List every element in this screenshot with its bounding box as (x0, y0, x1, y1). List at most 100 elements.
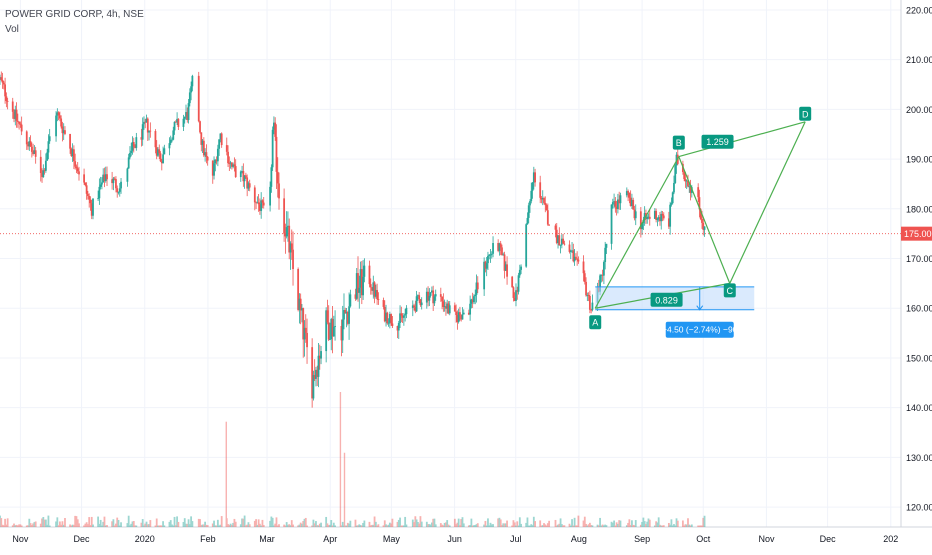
volume-bar (485, 525, 488, 527)
volume-bar (57, 525, 60, 527)
volume-bar (390, 523, 393, 527)
volume-bar (278, 524, 280, 527)
volume-bar (685, 524, 688, 527)
time-axis-label: Dec (820, 534, 837, 544)
candle-body (430, 290, 433, 293)
volume-bar (177, 521, 180, 527)
candle-body (559, 244, 562, 246)
candle-body (302, 308, 305, 340)
candle-body (28, 141, 31, 147)
volume-bar (331, 525, 334, 527)
volume-bar (461, 517, 464, 527)
candle-body (627, 191, 630, 193)
candle-body (74, 161, 77, 167)
candle-body (604, 247, 607, 263)
candle-body (420, 302, 423, 306)
candle-body (554, 225, 557, 230)
volume-bar (475, 524, 478, 527)
candle-body (433, 296, 436, 304)
candle-body (357, 273, 359, 293)
volume-bar (43, 519, 46, 527)
time-axis-label: May (383, 534, 401, 544)
volume-bar (377, 524, 380, 527)
candle-body (699, 209, 702, 220)
candle-body (391, 323, 394, 327)
candle-body (501, 247, 503, 255)
candle-body (414, 307, 417, 312)
candle-body (585, 281, 587, 296)
volume-bar (516, 521, 519, 527)
candle-body (0, 77, 3, 80)
volume-bar (18, 524, 21, 527)
volume-bar (298, 524, 301, 527)
candle-body (176, 118, 178, 122)
volume-bar (653, 525, 656, 527)
volume-bar (5, 524, 8, 527)
volume-bar (143, 525, 145, 527)
candle-body (587, 295, 590, 297)
candle-body (602, 262, 605, 276)
candle-body (346, 312, 349, 324)
volume-bar (517, 525, 520, 527)
candle-body (432, 290, 435, 304)
volume-bar (130, 523, 133, 527)
volume-bar (476, 523, 479, 527)
volume-bar (289, 525, 292, 527)
candle-body (326, 310, 329, 323)
volume-bar (340, 525, 343, 527)
volume-bar (74, 515, 77, 527)
candle-body (98, 186, 101, 199)
candle-body (283, 198, 286, 234)
candle-body (57, 112, 60, 116)
volume-bar (302, 520, 305, 527)
volume-bar (428, 524, 431, 527)
price-axis-label: 140.00 (906, 403, 932, 413)
volume-bar (301, 523, 303, 527)
grid (0, 0, 901, 527)
candle-body (158, 149, 161, 154)
volume-bar (585, 523, 587, 527)
volume-bar (190, 516, 193, 527)
candle-body (19, 123, 22, 125)
candle-body (261, 200, 264, 203)
volume-bar (41, 518, 43, 527)
volume-bar (88, 517, 91, 527)
volume-bar (78, 523, 80, 527)
candle-body (560, 238, 563, 245)
candle-body (443, 306, 446, 308)
volume-bar (413, 522, 415, 527)
volume-bar (386, 525, 389, 527)
candle-body (532, 172, 535, 183)
candle-body (614, 201, 617, 207)
volume-bar (120, 522, 122, 527)
candle-body (132, 142, 135, 147)
candle-body (511, 276, 514, 288)
volume-bar (661, 525, 664, 527)
volume-bar (330, 520, 333, 527)
candle-body (669, 204, 672, 227)
volume-bar (447, 524, 450, 527)
volume-bar (446, 520, 449, 527)
pattern-ratio-label: 1.259 (706, 137, 729, 147)
candle-body (416, 295, 419, 297)
candle-body (625, 191, 628, 196)
volume-bar (213, 520, 215, 527)
candle-body (140, 137, 143, 140)
volume-bar (357, 525, 359, 527)
pattern-point-d-bg (799, 106, 812, 121)
volume-bar (220, 516, 223, 527)
candle-body (476, 282, 479, 290)
candle-body (144, 121, 147, 123)
volume-bar (13, 523, 15, 527)
volume-bar (185, 523, 187, 527)
candle-body (419, 299, 422, 306)
volume-bar (515, 525, 517, 527)
volume-bar (554, 519, 557, 527)
volume-bar (187, 519, 190, 527)
pattern-leg-cd (729, 121, 806, 284)
volume-bar (283, 524, 286, 527)
pattern-point-a-bg (589, 315, 602, 330)
volume-bar (430, 522, 433, 527)
